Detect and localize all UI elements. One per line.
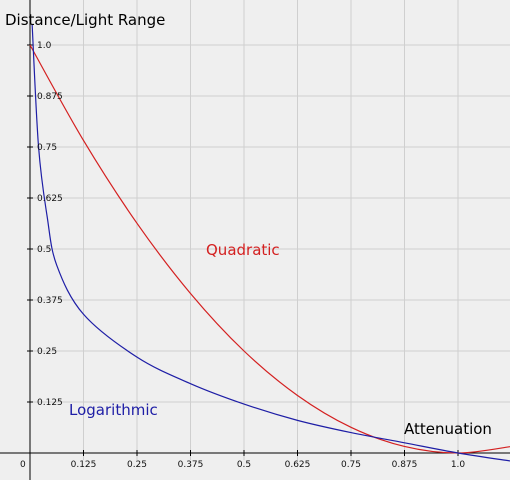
y-tick-label: 0.125: [37, 398, 63, 408]
y-tick-label: 0.75: [37, 143, 57, 153]
grid: [30, 0, 510, 460]
series-label-quadratic: Quadratic: [206, 241, 280, 259]
x-tick-label: 0.875: [392, 460, 418, 470]
y-tick-label: 0.5: [37, 245, 51, 255]
x-tick-label: 0.5: [237, 460, 251, 470]
series: [29, 24, 510, 462]
series-line-logarithmic: [31, 24, 510, 462]
series-label-logarithmic: Logarithmic: [69, 401, 158, 419]
x-tick-label: 0: [20, 460, 26, 470]
y-tick-label: 1.0: [37, 41, 52, 51]
tick-labels: 0 0.125 0.25 0.375 0.5 0.625 0.75 0.875 1.0 0.125…: [20, 41, 465, 470]
y-tick-label: 0.375: [37, 296, 63, 306]
y-tick-label: 0.25: [37, 347, 57, 357]
y-tick-label: 0.625: [37, 194, 63, 204]
x-tick-label: 0.75: [341, 460, 361, 470]
x-tick-label: 0.25: [127, 460, 147, 470]
y-axis-title: Distance/Light Range: [5, 11, 165, 29]
x-tick-label: 0.125: [71, 460, 97, 470]
series-line-quadratic: [29, 44, 510, 454]
x-tick-label: 0.375: [178, 460, 204, 470]
x-tick-label: 1.0: [451, 460, 466, 470]
x-tick-label: 0.625: [285, 460, 311, 470]
y-tick-label: 0.875: [37, 92, 63, 102]
x-axis-title: Attenuation: [404, 420, 492, 438]
